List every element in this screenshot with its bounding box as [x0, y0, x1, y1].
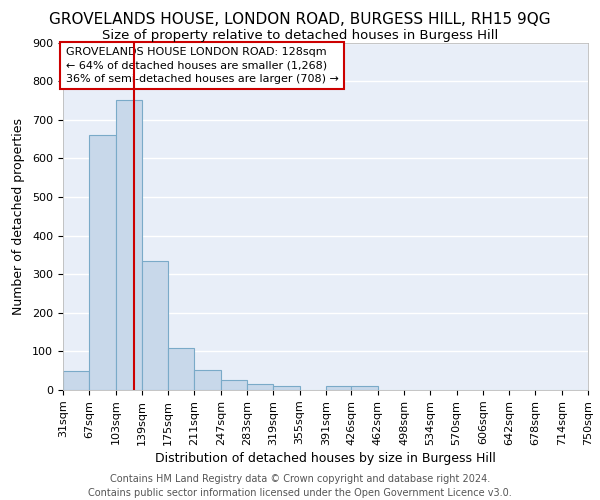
Bar [247, 384, 273, 390]
Bar [89, 135, 116, 390]
Y-axis label: Number of detached properties: Number of detached properties [12, 118, 25, 315]
Bar [221, 380, 247, 390]
Bar [326, 386, 352, 390]
Bar [116, 100, 142, 390]
Bar [352, 386, 378, 390]
Text: Size of property relative to detached houses in Burgess Hill: Size of property relative to detached ho… [102, 29, 498, 42]
X-axis label: Distribution of detached houses by size in Burgess Hill: Distribution of detached houses by size … [155, 452, 496, 465]
Bar [194, 370, 221, 390]
Text: GROVELANDS HOUSE LONDON ROAD: 128sqm
← 64% of detached houses are smaller (1,268: GROVELANDS HOUSE LONDON ROAD: 128sqm ← 6… [66, 47, 339, 84]
Bar [273, 386, 299, 390]
Text: Contains HM Land Registry data © Crown copyright and database right 2024.
Contai: Contains HM Land Registry data © Crown c… [88, 474, 512, 498]
Bar [168, 348, 194, 390]
Bar [63, 370, 89, 390]
Bar [142, 260, 168, 390]
Text: GROVELANDS HOUSE, LONDON ROAD, BURGESS HILL, RH15 9QG: GROVELANDS HOUSE, LONDON ROAD, BURGESS H… [49, 12, 551, 28]
